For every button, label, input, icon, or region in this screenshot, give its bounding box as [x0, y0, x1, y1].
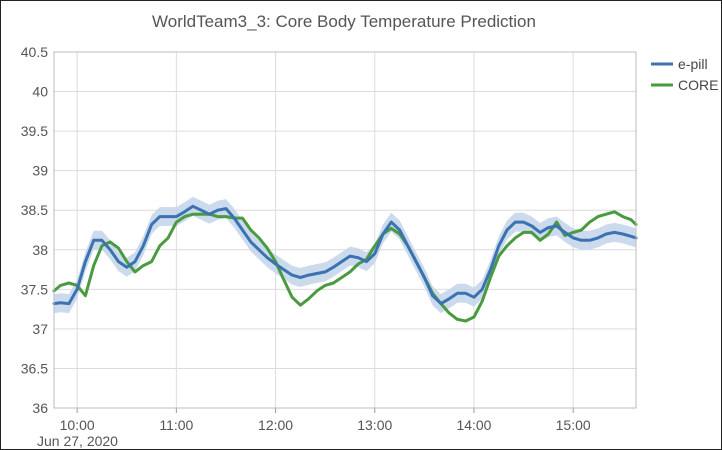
y-tick-label: 39 — [32, 163, 48, 179]
chart-title: WorldTeam3_3: Core Body Temperature Pred… — [152, 12, 536, 31]
x-axis-date-label: Jun 27, 2020 — [37, 433, 118, 449]
y-tick-label: 40.5 — [21, 44, 48, 60]
y-tick-label: 37.5 — [21, 281, 48, 297]
confidence-band — [54, 196, 636, 314]
series-lines — [52, 204, 638, 323]
y-tick-label: 38.5 — [21, 202, 48, 218]
plot-area-border — [53, 51, 637, 409]
y-tick-label: 39.5 — [21, 123, 48, 139]
x-tick-label: 13:00 — [357, 417, 392, 433]
chart-axes: 36 36.5 37 37.5 38 38.5 39 39.5 40 40.5 10:00 11:00… — [21, 44, 637, 433]
y-tick-label: 37 — [32, 321, 48, 337]
y-tick-label: 36.5 — [21, 360, 48, 376]
x-tick-label: 11:00 — [159, 417, 193, 433]
legend: e-pill CORE — [651, 56, 718, 93]
series-line-e-pill — [52, 204, 638, 306]
series-line-core — [52, 210, 638, 323]
x-tick-label: 12:00 — [258, 417, 293, 433]
x-tick-label: 14:00 — [456, 417, 491, 433]
x-tick-label: 10:00 — [60, 417, 95, 433]
y-tick-label: 38 — [32, 242, 48, 258]
x-tick-label: 15:00 — [556, 417, 591, 433]
legend-label-e-pill: e-pill — [678, 56, 708, 72]
y-tick-label: 40 — [32, 84, 48, 100]
chart-grid — [54, 51, 636, 409]
y-tick-label: 36 — [32, 400, 48, 416]
legend-label-core: CORE — [678, 77, 718, 93]
e-pill-confidence-band — [54, 196, 636, 314]
